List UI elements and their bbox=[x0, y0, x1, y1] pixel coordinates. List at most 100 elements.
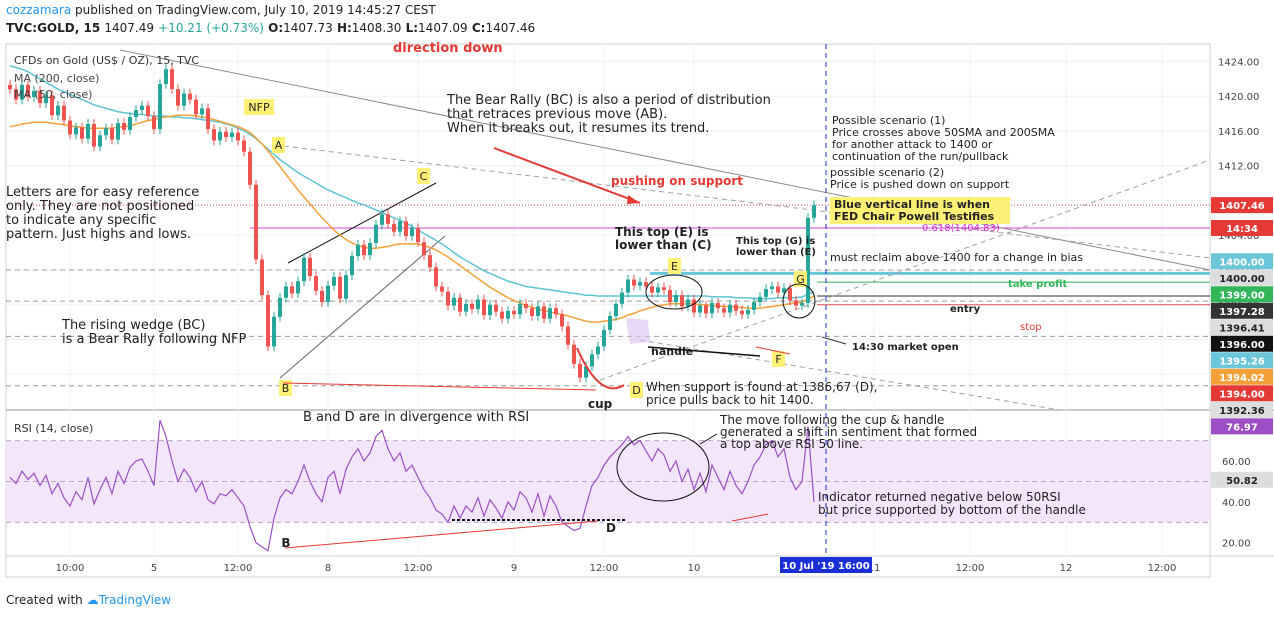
candle bbox=[212, 124, 216, 146]
price-axis-label-1-text: 1407.46 bbox=[1219, 201, 1265, 212]
candle-body bbox=[68, 120, 72, 135]
candle-body bbox=[518, 303, 522, 315]
point-label-e: E bbox=[668, 258, 681, 274]
price-axis-label-10: 1394.02 bbox=[1211, 368, 1273, 385]
rsi-axis-label-last-bg bbox=[1211, 418, 1273, 435]
price-axis-label-7: 1396.41 bbox=[1211, 319, 1273, 336]
trend-line-fall-dash bbox=[639, 339, 1061, 411]
scenario2-note-line-2: Price is pushed down on support bbox=[830, 178, 1010, 191]
symbol[interactable]: TVC:GOLD, 15 bbox=[6, 21, 101, 35]
tradingview-link[interactable]: TradingView bbox=[98, 593, 172, 607]
candle-body bbox=[488, 304, 492, 316]
time-tick-label: 5 bbox=[151, 563, 157, 574]
candle bbox=[218, 126, 222, 146]
price-axis-label-4: 1400.00 bbox=[1211, 269, 1273, 286]
market-open-note: 14:30 market open bbox=[852, 342, 959, 353]
candle-body bbox=[614, 303, 618, 317]
divergence-note: B and D are in divergence with RSI bbox=[303, 410, 529, 425]
candle bbox=[524, 299, 528, 313]
indicator-ma200: MA (200, close) bbox=[14, 72, 99, 85]
candle bbox=[392, 219, 396, 237]
candle-body bbox=[500, 311, 504, 319]
candle-body bbox=[734, 304, 738, 311]
price-axis-label-7-bg bbox=[1211, 319, 1273, 336]
candle bbox=[704, 300, 708, 319]
candle-body bbox=[650, 286, 654, 293]
candle-body bbox=[722, 308, 726, 313]
candle-body bbox=[788, 288, 792, 301]
candle bbox=[590, 349, 594, 372]
candle bbox=[500, 306, 504, 324]
top-g-circle bbox=[782, 283, 816, 319]
publish-date: published on TradingView.com, July 10, 2… bbox=[71, 3, 436, 17]
candle bbox=[98, 130, 102, 152]
candle-body bbox=[608, 316, 612, 330]
candle bbox=[206, 103, 210, 134]
indicator-note-line-1: Indicator returned negative below 50RSI bbox=[818, 490, 1061, 504]
price-axis-label-1: 1407.46 bbox=[1211, 197, 1273, 214]
point-label-e-text: E bbox=[671, 260, 678, 273]
candle-body bbox=[350, 256, 354, 276]
candle bbox=[692, 294, 696, 318]
last-price: 1407.49 bbox=[104, 21, 154, 35]
candle-body bbox=[458, 297, 462, 312]
candle bbox=[176, 84, 180, 111]
candle-body bbox=[152, 116, 156, 130]
price-axis-label-11-bg bbox=[1211, 385, 1273, 402]
close-label: C: bbox=[471, 21, 486, 35]
candle bbox=[380, 209, 384, 230]
candle-body bbox=[620, 292, 624, 304]
candle-body bbox=[290, 286, 294, 294]
price-axis-label-5-text: 1399.00 bbox=[1219, 290, 1265, 301]
candle bbox=[536, 301, 540, 321]
low-label: L: bbox=[405, 21, 419, 35]
candle-body bbox=[374, 224, 378, 244]
candle-body bbox=[812, 205, 816, 218]
candle bbox=[560, 309, 564, 332]
candle-body bbox=[338, 276, 342, 299]
rsi-tick-label: 20.00 bbox=[1222, 539, 1251, 550]
price-axis-label-2: 14:34 bbox=[1211, 219, 1273, 236]
fib-label: 0.618(1404.83) bbox=[922, 223, 1000, 234]
price-axis-label-5: 1399.00 bbox=[1211, 286, 1273, 303]
candle bbox=[248, 146, 252, 190]
candle bbox=[272, 312, 276, 352]
author-link[interactable]: cozzamara bbox=[6, 3, 72, 17]
candle-body bbox=[266, 295, 270, 347]
candle-body bbox=[590, 354, 594, 367]
candle-body bbox=[446, 291, 450, 306]
candle bbox=[344, 270, 348, 304]
candle-body bbox=[200, 108, 204, 115]
candle-body bbox=[686, 299, 690, 307]
scenario1-note-line-4: continuation of the run/pullback bbox=[832, 150, 1009, 163]
point-label-b-text: B bbox=[282, 382, 290, 395]
blue-line-note-line-1: Blue vertical line is when bbox=[834, 198, 990, 211]
pushing-arrow bbox=[493, 147, 641, 204]
candle-body bbox=[578, 363, 582, 378]
candle-body bbox=[656, 287, 660, 293]
candle bbox=[350, 251, 354, 280]
candle-body bbox=[392, 223, 396, 232]
candle-body bbox=[134, 110, 138, 117]
candle-body bbox=[440, 286, 444, 292]
candle bbox=[626, 274, 630, 298]
price-axis-label-4-bg bbox=[1211, 269, 1273, 286]
point-label-e-bg bbox=[668, 258, 681, 274]
candle-body bbox=[674, 295, 678, 303]
candle bbox=[314, 271, 318, 296]
time-tick-label: 12:00 bbox=[224, 563, 253, 574]
candle-body bbox=[254, 184, 258, 260]
time-tick-label: 11 bbox=[868, 563, 881, 574]
candle bbox=[170, 64, 174, 94]
candle-body bbox=[260, 259, 264, 296]
candle bbox=[434, 262, 438, 292]
candle-body bbox=[710, 302, 714, 314]
candle-body bbox=[596, 346, 600, 355]
candle-body bbox=[464, 303, 468, 312]
candle bbox=[308, 253, 312, 281]
time-axis-current: 10 Jul '19 16:00 bbox=[780, 557, 872, 573]
price-axis-label-11: 1394.00 bbox=[1211, 385, 1273, 402]
nfp-label: NFP bbox=[244, 99, 274, 115]
price-tick-label: 1404.00 bbox=[1218, 231, 1259, 242]
